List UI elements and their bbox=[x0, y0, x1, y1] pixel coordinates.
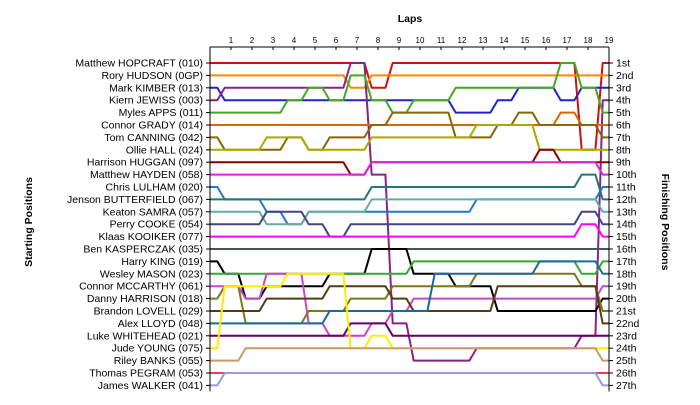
lap-label: 12 bbox=[458, 36, 467, 45]
finish-position: 24th bbox=[616, 343, 637, 355]
finishing-positions-label: Finishing Positions bbox=[659, 174, 671, 271]
series-line-21 bbox=[210, 285, 609, 325]
lap-label: 3 bbox=[271, 36, 276, 45]
finish-position: 10th bbox=[616, 169, 637, 181]
lap-label: 13 bbox=[479, 36, 488, 45]
driver-name: Perry COOKE (054) bbox=[110, 219, 203, 231]
finish-position: 18th bbox=[616, 268, 637, 280]
driver-name: Jenson BUTTERFIELD (067) bbox=[67, 194, 203, 206]
finish-position: 15th bbox=[616, 231, 637, 243]
driver-name: Brandon LOVELL (029) bbox=[94, 306, 203, 318]
lap-label: 16 bbox=[542, 36, 551, 45]
lap-label: 17 bbox=[563, 36, 572, 45]
finish-position: 14th bbox=[616, 219, 637, 231]
lap-label: 4 bbox=[292, 36, 297, 45]
chart-axes bbox=[206, 46, 613, 392]
driver-name: Kiern JEWISS (003) bbox=[109, 95, 203, 107]
starting-positions-label: Starting Positions bbox=[23, 177, 35, 267]
driver-name: Connor GRADY (014) bbox=[101, 120, 203, 132]
driver-name: Riley BANKS (055) bbox=[114, 355, 203, 367]
driver-name: James WALKER (041) bbox=[98, 380, 203, 392]
series-line-18 bbox=[210, 260, 609, 275]
driver-name: Matthew HAYDEN (058) bbox=[90, 169, 203, 181]
finish-position: 27th bbox=[616, 380, 637, 392]
driver-name: Harry KING (019) bbox=[121, 256, 203, 268]
series-line-12 bbox=[210, 173, 609, 201]
finish-position: 25th bbox=[616, 355, 637, 367]
finish-position: 5th bbox=[616, 107, 631, 119]
lap-label: 19 bbox=[605, 36, 614, 45]
finish-position: 9th bbox=[616, 157, 631, 169]
finish-position: 7th bbox=[616, 132, 631, 144]
series-line-25 bbox=[210, 347, 609, 362]
finish-position: 17th bbox=[616, 256, 637, 268]
finish-position: 13th bbox=[616, 206, 637, 218]
lap-tick-labels: 1 2 3 4 5 6 7 8 9 10 11 12 13 14 15 16 17 18 19 bbox=[229, 36, 614, 45]
driver-name: Rory HUDSON (0GP) bbox=[101, 70, 203, 82]
series-line-2 bbox=[210, 74, 609, 89]
finish-position: 22nd bbox=[616, 318, 640, 330]
series-line-13 bbox=[210, 198, 609, 226]
series-line-17 bbox=[210, 248, 609, 312]
series-line-15 bbox=[210, 223, 609, 238]
lap-label: 7 bbox=[355, 36, 360, 45]
lap-label: 18 bbox=[584, 36, 593, 45]
driver-name: Mark KIMBER (013) bbox=[109, 82, 203, 94]
driver-name: Klaas KOOIKER (077) bbox=[99, 231, 203, 243]
starting-driver-names: Matthew HOPCRAFT (010)Rory HUDSON (0GP)M… bbox=[67, 58, 203, 392]
lap-label: 11 bbox=[437, 36, 446, 45]
driver-name: Danny HARRISON (018) bbox=[87, 293, 203, 305]
finish-position: 1st bbox=[616, 58, 630, 70]
finish-position: 19th bbox=[616, 281, 637, 293]
driver-name: Keaton SAMRA (057) bbox=[103, 206, 203, 218]
series-line-8 bbox=[210, 124, 609, 151]
driver-name: Matthew HOPCRAFT (010) bbox=[75, 58, 203, 70]
series-line-6 bbox=[210, 111, 609, 126]
lap-label: 9 bbox=[397, 36, 402, 45]
series-line-10 bbox=[210, 161, 609, 176]
driver-name: Ben KASPERCZAK (035) bbox=[83, 244, 203, 256]
lap-label: 1 bbox=[229, 36, 234, 45]
lap-label: 10 bbox=[416, 36, 425, 45]
finishing-position-labels: 1st2nd3rd4th5th6th7th8th9th10th11th12th1… bbox=[616, 58, 640, 392]
driver-name: Myles APPS (011) bbox=[119, 107, 203, 119]
series-line-14 bbox=[210, 210, 609, 238]
series-line-22 bbox=[210, 260, 609, 325]
finish-position: 11th bbox=[616, 182, 636, 194]
driver-name: Thomas PEGRAM (053) bbox=[89, 368, 203, 380]
position-lines bbox=[210, 62, 609, 387]
driver-name: Alex LLOYD (048) bbox=[118, 318, 203, 330]
lap-label: 6 bbox=[334, 36, 339, 45]
series-line-7 bbox=[210, 111, 609, 151]
driver-name: Wesley MASON (023) bbox=[100, 268, 203, 280]
driver-name: Connor MCCARTHY (061) bbox=[79, 281, 203, 293]
finish-position: 23rd bbox=[616, 330, 637, 342]
driver-name: Harrison HUGGAN (097) bbox=[87, 157, 203, 169]
finish-position: 8th bbox=[616, 144, 631, 156]
finish-position: 4th bbox=[616, 95, 631, 107]
finish-position: 2nd bbox=[616, 70, 634, 82]
finish-position: 12th bbox=[616, 194, 637, 206]
lap-label: 14 bbox=[500, 36, 509, 45]
finish-position: 16th bbox=[616, 244, 637, 256]
series-line-27 bbox=[210, 372, 609, 387]
finish-position: 26th bbox=[616, 368, 637, 380]
finish-position: 20th bbox=[616, 293, 637, 305]
driver-name: Tom CANNING (042) bbox=[104, 132, 203, 144]
series-line-23 bbox=[210, 322, 609, 337]
driver-name: Chris LULHAM (020) bbox=[106, 182, 203, 194]
lap-label: 15 bbox=[521, 36, 530, 45]
lap-label: 2 bbox=[250, 36, 255, 45]
series-line-11 bbox=[210, 186, 609, 226]
lap-label: 8 bbox=[376, 36, 381, 45]
driver-name: Luke WHITEHEAD (021) bbox=[87, 330, 203, 342]
driver-name: Jude YOUNG (075) bbox=[112, 343, 203, 355]
lap-label: 5 bbox=[313, 36, 318, 45]
finish-position: 3rd bbox=[616, 82, 631, 94]
driver-name: Ollie HALL (024) bbox=[126, 144, 203, 156]
finish-position: 21st bbox=[616, 306, 636, 318]
finish-position: 6th bbox=[616, 120, 631, 132]
chart-title: Laps bbox=[398, 13, 423, 25]
